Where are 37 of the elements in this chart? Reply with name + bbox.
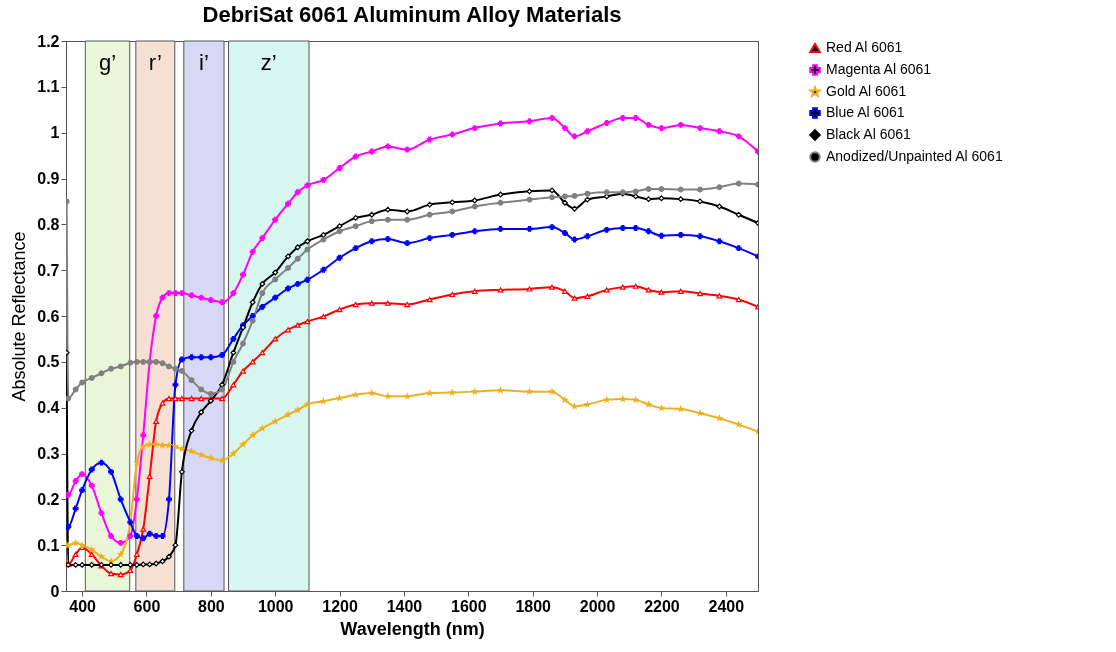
- y-tick-label: 0.5: [37, 353, 60, 371]
- y-tick-label: 1: [50, 124, 60, 142]
- y-tick-label: 0.8: [37, 215, 60, 233]
- band-label: r’: [148, 50, 162, 75]
- x-tick-label: 1800: [515, 597, 552, 615]
- legend-label: Blue Al 6061: [826, 104, 905, 120]
- y-axis-title: Absolute Reflectance: [9, 231, 30, 402]
- band-label: z’: [260, 50, 277, 75]
- x-tick-label: 1200: [322, 597, 358, 615]
- legend-label: Red Al 6061: [826, 39, 903, 55]
- y-tick-label: 0.7: [37, 261, 60, 279]
- x-tick-label: 2400: [708, 597, 745, 615]
- x-tick-label: 1600: [451, 597, 487, 615]
- x-tick-label: 400: [69, 597, 97, 615]
- chart-title: DebriSat 6061 Aluminum Alloy Materials: [202, 2, 622, 27]
- y-tick-label: 0.2: [37, 490, 60, 508]
- y-tick-label: 0.3: [37, 445, 60, 462]
- x-axis-title: Wavelength (nm): [340, 618, 485, 639]
- x-tick-label: 2000: [579, 597, 616, 615]
- y-tick-label: 0.4: [37, 399, 60, 417]
- x-tick-label: 1400: [386, 597, 423, 615]
- legend-label: Black Al 6061: [826, 126, 912, 142]
- y-tick-label: 0: [50, 582, 60, 600]
- y-tick-label: 1.1: [37, 78, 60, 96]
- band-label: i’: [199, 50, 209, 75]
- x-tick-label: 2200: [644, 597, 680, 615]
- legend-label: Gold Al 6061: [826, 83, 907, 99]
- band-label: g’: [98, 50, 117, 75]
- x-tick-label: 1000: [257, 597, 294, 615]
- x-tick-label: 800: [197, 597, 225, 615]
- x-tick-label: 600: [133, 597, 161, 615]
- legend-label: Magenta Al 6061: [826, 61, 932, 77]
- y-tick-label: 0.1: [37, 536, 60, 554]
- y-tick-label: 1.2: [37, 32, 60, 50]
- y-tick-label: 0.9: [37, 170, 60, 187]
- y-tick-label: 0.6: [37, 307, 60, 325]
- legend-label: Anodized/Unpainted Al 6061: [826, 148, 1003, 164]
